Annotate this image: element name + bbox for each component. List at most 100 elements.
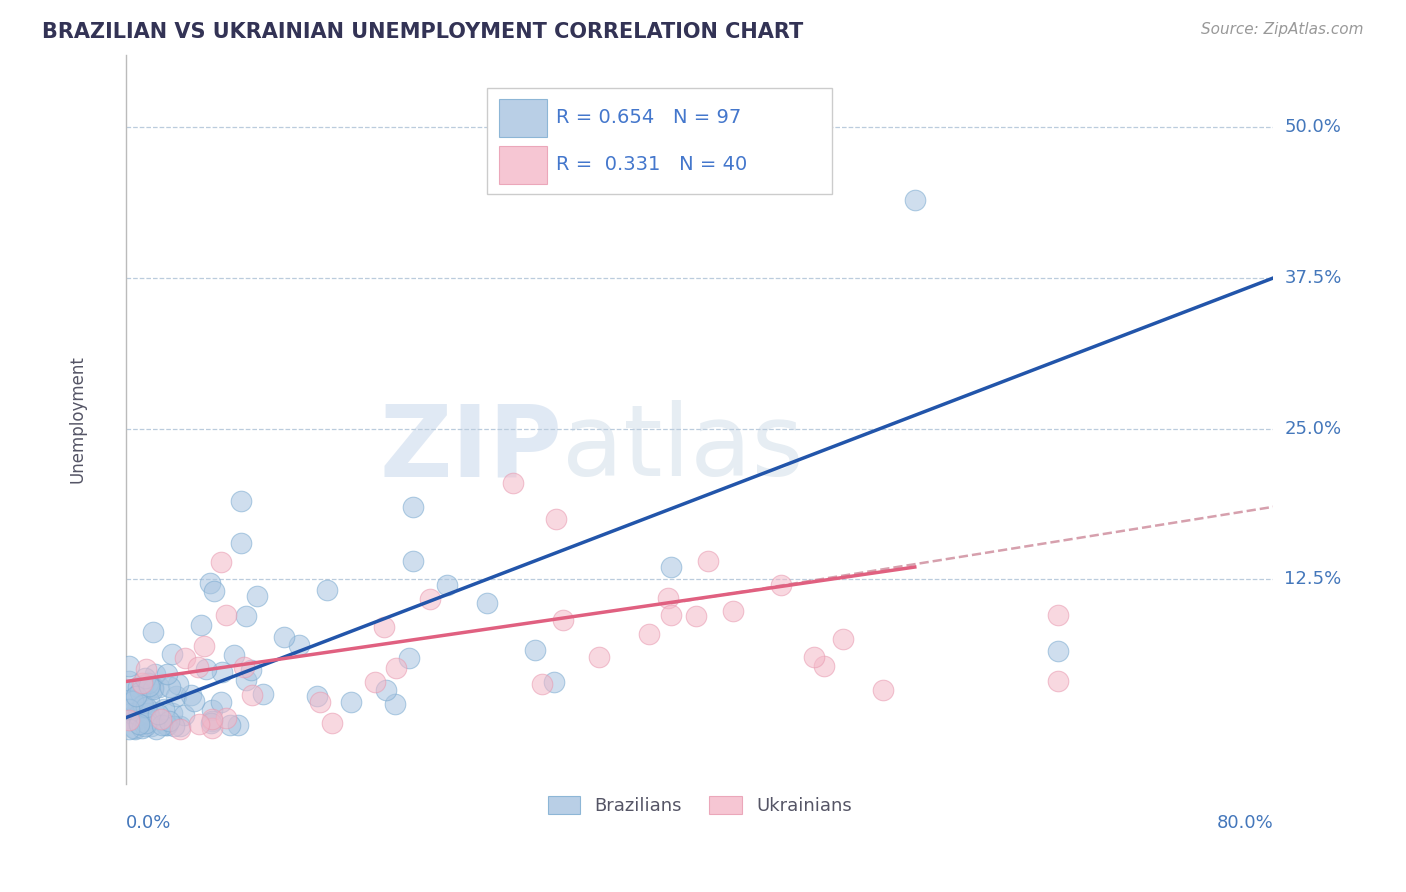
Point <box>139 713 162 727</box>
Point <box>136 682 159 697</box>
Text: ZIP: ZIP <box>380 401 562 497</box>
Point <box>138 694 160 708</box>
Point <box>384 697 406 711</box>
Point <box>132 706 155 721</box>
Point <box>141 682 163 697</box>
Point <box>142 624 165 639</box>
Point <box>193 639 215 653</box>
Legend: Brazilians, Ukrainians: Brazilians, Ukrainians <box>540 789 859 822</box>
Point <box>148 707 170 722</box>
Point <box>131 678 153 692</box>
Point <box>180 688 202 702</box>
Point <box>477 596 499 610</box>
Point <box>122 694 145 708</box>
Point <box>135 713 157 727</box>
Point <box>219 718 242 732</box>
Point <box>128 716 150 731</box>
Point <box>157 714 180 728</box>
Point <box>124 706 146 721</box>
Text: BRAZILIAN VS UKRAINIAN UNEMPLOYMENT CORRELATION CHART: BRAZILIAN VS UKRAINIAN UNEMPLOYMENT CORR… <box>42 22 803 42</box>
Text: R = 0.654   N = 97: R = 0.654 N = 97 <box>557 108 741 127</box>
Point <box>188 716 211 731</box>
Point <box>120 706 142 720</box>
Point <box>308 695 330 709</box>
Point <box>697 553 720 567</box>
Point <box>136 676 159 690</box>
Point <box>364 674 387 689</box>
Point <box>118 683 141 698</box>
Point <box>419 592 441 607</box>
Point <box>135 663 157 677</box>
Point <box>118 714 141 728</box>
Point <box>235 673 257 688</box>
Point <box>190 617 212 632</box>
Point <box>201 714 224 728</box>
Point <box>138 679 160 693</box>
Point <box>872 683 894 698</box>
Point <box>183 694 205 708</box>
Point <box>201 712 224 726</box>
Point <box>124 689 146 703</box>
Point <box>159 681 181 695</box>
Point <box>150 717 173 731</box>
Point <box>135 700 157 714</box>
Point <box>156 718 179 732</box>
Point <box>163 719 186 733</box>
Point <box>436 578 458 592</box>
Point <box>139 711 162 725</box>
Text: atlas: atlas <box>562 401 804 497</box>
Point <box>131 721 153 735</box>
FancyBboxPatch shape <box>499 146 547 184</box>
Point <box>201 703 224 717</box>
Point <box>153 702 176 716</box>
Point <box>131 698 153 712</box>
Point <box>148 680 170 694</box>
Point <box>209 695 232 709</box>
Point <box>721 604 744 618</box>
Point <box>316 582 339 597</box>
Point <box>127 712 149 726</box>
Point <box>832 632 855 647</box>
Point <box>202 583 225 598</box>
Point <box>135 715 157 730</box>
Point <box>124 722 146 736</box>
Point <box>160 706 183 721</box>
Point <box>211 665 233 679</box>
Point <box>373 620 395 634</box>
Point <box>273 630 295 644</box>
Point <box>523 643 546 657</box>
Point <box>134 671 156 685</box>
Point <box>139 719 162 733</box>
Point <box>246 589 269 603</box>
Point <box>904 193 927 207</box>
Text: Unemployment: Unemployment <box>69 356 87 483</box>
Point <box>142 681 165 695</box>
Point <box>118 711 141 725</box>
Point <box>201 721 224 735</box>
Text: 12.5%: 12.5% <box>1285 570 1341 588</box>
Point <box>398 650 420 665</box>
Point <box>638 627 661 641</box>
Point <box>118 673 141 688</box>
Point <box>173 651 195 665</box>
Point <box>659 608 682 623</box>
Point <box>340 694 363 708</box>
Point <box>145 723 167 737</box>
Point <box>235 609 257 624</box>
Point <box>402 500 425 514</box>
Point <box>165 689 187 703</box>
Point <box>142 705 165 719</box>
Point <box>127 681 149 695</box>
Point <box>659 560 682 574</box>
Point <box>229 493 252 508</box>
Point <box>118 693 141 707</box>
Point <box>374 682 396 697</box>
Point <box>813 659 835 673</box>
Point <box>156 667 179 681</box>
Point <box>305 689 328 703</box>
Point <box>118 702 141 716</box>
Point <box>252 687 274 701</box>
Text: R =  0.331   N = 40: R = 0.331 N = 40 <box>557 155 748 174</box>
Point <box>546 512 568 526</box>
Point <box>143 667 166 681</box>
